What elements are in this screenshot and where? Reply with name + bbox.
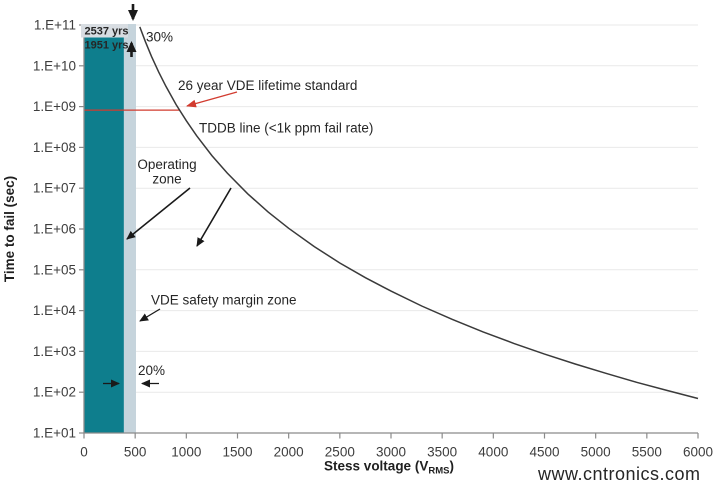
x-tick-label: 4000 xyxy=(478,445,508,460)
x-tick-label: 6000 xyxy=(683,445,713,460)
gridlines xyxy=(84,24,698,393)
tddb-curve-path xyxy=(139,26,699,400)
watermark-text: www.cntronics.com xyxy=(537,464,701,484)
y-axis-ticks: 1.E+11 1.E+10 1.E+09 1.E+08 1.E+07 1.E+06 1.E+… xyxy=(33,18,84,441)
x-tick-label: 0 xyxy=(80,445,88,460)
x-axis-ticks: 0 500 1000 1500 2000 2500 3000 3500 4000 4500 5000… xyxy=(80,433,713,460)
tddb-line-label: TDDB line (<1k ppm fail rate) xyxy=(199,121,373,136)
operating-zone-arrow-right xyxy=(196,187,232,247)
lifetime-1951-label: 1951 yrs xyxy=(85,40,129,52)
y-tick-label: 1.E+01 xyxy=(33,426,76,441)
x-tick-label: 3000 xyxy=(376,445,406,460)
y-axis-title: Time to fail (sec) xyxy=(2,176,17,282)
vde-standard-label: 26 year VDE lifetime standard xyxy=(178,78,357,93)
x-tick-label: 3500 xyxy=(427,445,457,460)
x-tick-label: 5500 xyxy=(632,445,662,460)
operating-zone-arrow-left xyxy=(126,187,191,240)
vde-standard-arrow xyxy=(186,91,238,108)
operating-zone-label-line2: zone xyxy=(152,172,181,187)
lifetime-2537-label: 2537 yrs xyxy=(85,26,129,38)
x-axis-title: Stess voltage (VRMS) xyxy=(324,459,454,477)
x-axis-title-main: Stess voltage (V xyxy=(324,459,428,474)
x-axis-title-subscript: RMS xyxy=(428,466,449,477)
band-margin-pct-label: 20% xyxy=(138,363,165,378)
y-tick-label: 1.E+11 xyxy=(34,18,76,33)
x-tick-label: 2500 xyxy=(325,445,355,460)
top-margin-pct-label: 30% xyxy=(146,30,173,45)
x-tick-label: 4500 xyxy=(529,445,559,460)
y-tick-label: 1.E+06 xyxy=(33,222,76,237)
y-tick-label: 1.E+07 xyxy=(33,181,76,196)
y-tick-label: 1.E+05 xyxy=(33,262,76,277)
y-tick-label: 1.E+02 xyxy=(33,385,76,400)
operating-zone-band xyxy=(84,24,124,433)
x-tick-label: 5000 xyxy=(581,445,611,460)
x-tick-label: 2000 xyxy=(274,445,304,460)
y-tick-label: 1.E+08 xyxy=(33,140,76,155)
operating-zone-label-line1: Operating xyxy=(137,157,196,172)
tddb-curve xyxy=(139,26,699,400)
y-tick-label: 1.E+10 xyxy=(33,58,76,73)
x-axis-title-close: ) xyxy=(449,459,454,474)
x-tick-label: 500 xyxy=(124,445,147,460)
y-tick-label: 1.E+09 xyxy=(33,99,76,114)
x-tick-label: 1500 xyxy=(222,445,252,460)
voltage-zones xyxy=(84,24,136,433)
vde-safety-margin-zone-band xyxy=(123,24,136,433)
vde-margin-zone-arrow xyxy=(139,308,161,322)
vde-margin-zone-label: VDE safety margin zone xyxy=(151,293,297,308)
y-tick-label: 1.E+03 xyxy=(33,344,76,359)
lifetime-2537-box xyxy=(81,24,128,38)
y-tick-label: 1.E+04 xyxy=(33,303,77,318)
x-tick-label: 1000 xyxy=(171,445,201,460)
